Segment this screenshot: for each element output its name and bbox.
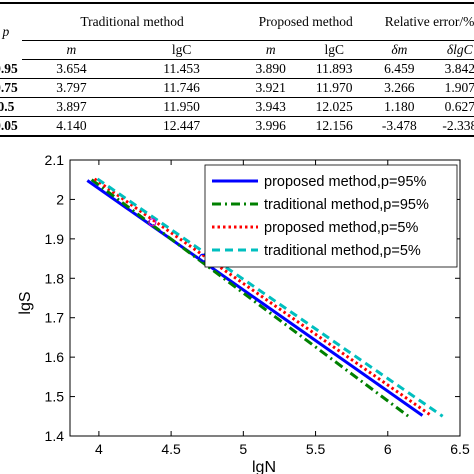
x-tick-label: 6 (384, 441, 392, 457)
table-cell: 12.447 (121, 116, 243, 137)
y-tick-label: 1.9 (45, 231, 65, 247)
y-tick-label: 2.1 (45, 152, 65, 168)
legend-label: traditional method,p=5% (264, 243, 421, 259)
table-row: 0.75 3.797 11.746 3.921 11.970 3.266 1.9… (0, 78, 474, 98)
x-tick-label: 5 (239, 441, 247, 457)
table-cell: 11.970 (299, 78, 370, 98)
data-marker (148, 218, 157, 227)
table-cell: 11.950 (121, 97, 243, 117)
table-cell: 6.459 (369, 59, 430, 79)
table-cell: 3.842 (429, 59, 474, 79)
table-cell: 1.907 (429, 78, 474, 98)
p-value: 0.5 (0, 97, 22, 117)
table-row: 0.5 3.897 11.950 3.943 12.025 1.180 0.62… (0, 97, 474, 117)
table-cell: -3.478 (369, 116, 430, 137)
table-cell: 3.943 (242, 97, 300, 117)
legend-label: traditional method,p=95% (264, 197, 429, 213)
y-tick-label: 2 (56, 191, 64, 207)
legend: proposed method,p=95% traditional method,… (204, 164, 458, 268)
table-cell: 11.893 (299, 59, 370, 79)
series-layer (86, 177, 444, 419)
table-cell: 11.453 (121, 59, 243, 79)
table-cell: 3.797 (21, 78, 121, 98)
table-row: 0.95 3.654 11.453 3.890 11.893 6.459 3.8… (0, 59, 474, 79)
x-tick-label: 4 (95, 441, 103, 457)
series-line-4 (96, 177, 444, 418)
table-cell: 4.140 (21, 116, 121, 137)
table-cell: 3.654 (21, 59, 121, 79)
x-tick-label: 6.5 (450, 441, 470, 457)
y-tick-label: 1.7 (45, 310, 65, 326)
sub-header-lgc-proposed: lgC (299, 40, 370, 60)
p-header: p (2, 23, 10, 39)
y-tick-label: 1.4 (45, 428, 65, 444)
sub-header-delta-m: δm (369, 40, 430, 60)
table-cell: 3.921 (242, 78, 300, 98)
sub-header-lgc-traditional: lgC (121, 40, 243, 60)
x-axis: 4 4.5 5 5.5 6 6.5 (95, 160, 470, 457)
series-line-3 (93, 177, 432, 417)
p-value: 0.95 (0, 59, 22, 79)
y-tick-label: 1.5 (45, 389, 65, 405)
table-cell: 1.180 (369, 97, 430, 117)
legend-label: proposed method,p=95% (264, 174, 427, 190)
table-cell: -2.338 (429, 116, 474, 137)
table-cell: 12.025 (299, 97, 370, 117)
table-row: 0.05 4.140 12.447 3.996 12.156 -3.478 -2… (0, 116, 474, 137)
x-tick-label: 4.5 (161, 441, 181, 457)
sub-header-m-proposed: m (242, 40, 300, 60)
x-tick-label: 5.5 (306, 441, 326, 457)
sub-header-delta-lgc: δlgC (429, 40, 474, 60)
legend-label: proposed method,p=5% (264, 220, 418, 236)
results-table-region: p Traditional method Proposed method Rel… (0, 0, 474, 137)
proposed-method-header: Proposed method (258, 14, 353, 29)
traditional-method-header: Traditional method (80, 14, 184, 29)
table-cell: 3.266 (369, 78, 430, 98)
table-cell: 3.890 (242, 59, 300, 79)
x-axis-label: lgN (252, 459, 276, 474)
y-tick-label: 1.6 (45, 349, 65, 365)
sn-curve-chart: 1.4 1.5 1.6 1.7 1.8 1.9 2 2.1 4 4.5 5 5.5 6 6.5 prop… (17, 152, 470, 474)
table-cell: 3.996 (242, 116, 300, 137)
table-cell: 12.156 (299, 116, 370, 137)
table-cell: 11.746 (121, 78, 243, 98)
p-value: 0.75 (0, 78, 22, 98)
table-cell: 0.627 (429, 97, 474, 117)
p-value: 0.05 (0, 116, 22, 137)
y-tick-label: 1.8 (45, 270, 65, 286)
table-cell: 3.897 (21, 97, 121, 117)
results-table: p Traditional method Proposed method Rel… (0, 2, 474, 137)
y-axis: 1.4 1.5 1.6 1.7 1.8 1.9 2 2.1 (45, 152, 460, 444)
y-axis-label: lgS (17, 291, 34, 314)
series-line-2 (90, 178, 411, 419)
relative-error-header: Relative error/% (384, 14, 474, 29)
sub-header-m-traditional: m (21, 40, 121, 60)
